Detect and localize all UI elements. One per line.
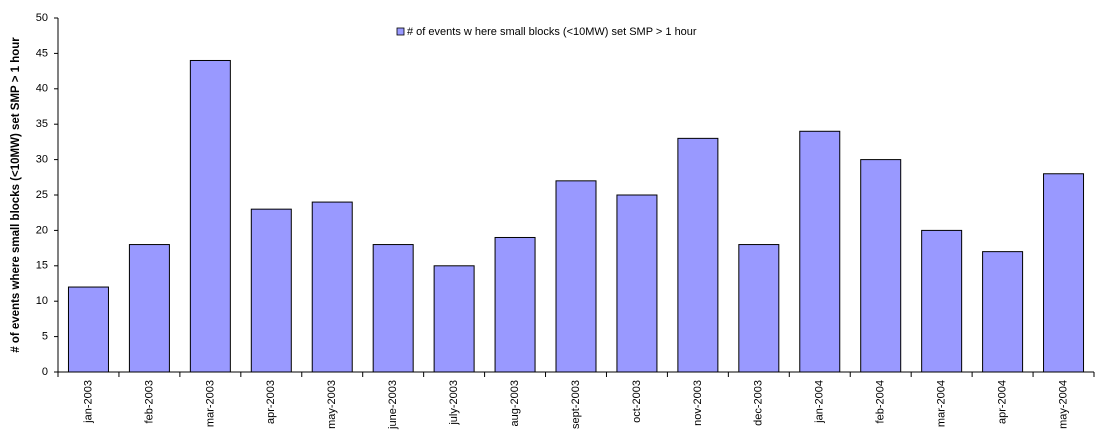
y-tick-label: 25 [36,189,48,201]
bar [555,180,597,373]
x-tick-label: jan-2004 [814,380,826,424]
bar [799,130,841,373]
bar [677,137,719,373]
x-tick-label: apr-2003 [265,380,277,424]
y-tick-label: 0 [42,366,48,378]
x-tick-label: feb-2003 [143,380,155,423]
x-tick-label: sept-2003 [570,380,582,429]
bar [250,208,292,373]
bar [433,265,475,373]
y-tick-label: 40 [36,83,48,95]
bar [189,59,231,373]
legend-marker [396,27,405,36]
bar [982,251,1024,373]
y-tick-label: 50 [36,12,48,24]
bar [616,194,658,373]
x-tick-label: oct-2003 [631,380,643,423]
x-tick-label: july-2003 [448,380,460,426]
x-tick-label: nov-2003 [692,380,704,426]
y-tick-label: 35 [36,118,48,130]
x-tick-label: dec-2003 [753,380,765,426]
y-tick-label: 5 [42,331,48,343]
x-tick-label: apr-2004 [996,380,1008,424]
bar [128,244,170,373]
y-tick-label: 30 [36,154,48,166]
x-tick-label: aug-2003 [509,380,521,427]
bar [738,244,780,373]
x-tick-label: jan-2003 [82,380,94,424]
y-axis-label: # of events where small blocks (<10MW) s… [10,37,22,353]
bar [372,244,414,373]
x-tick-label: mar-2004 [936,380,948,427]
bar [494,236,536,373]
x-tick-label: june-2003 [387,380,399,430]
y-tick-label: 10 [36,295,48,307]
x-tick-label: may-2003 [326,380,338,429]
y-tick-label: 20 [36,224,48,236]
y-tick-label: 15 [36,260,48,272]
y-tick-label: 45 [36,47,48,59]
bar [67,286,109,373]
bar [860,159,902,373]
x-tick-label: feb-2004 [875,380,887,423]
legend-label: # of events w here small blocks (<10MW) … [407,26,697,38]
bar [1043,173,1085,373]
x-tick-label: may-2004 [1057,380,1069,429]
bar [921,229,963,373]
x-tick-label: mar-2003 [204,380,216,427]
bar [311,201,353,373]
